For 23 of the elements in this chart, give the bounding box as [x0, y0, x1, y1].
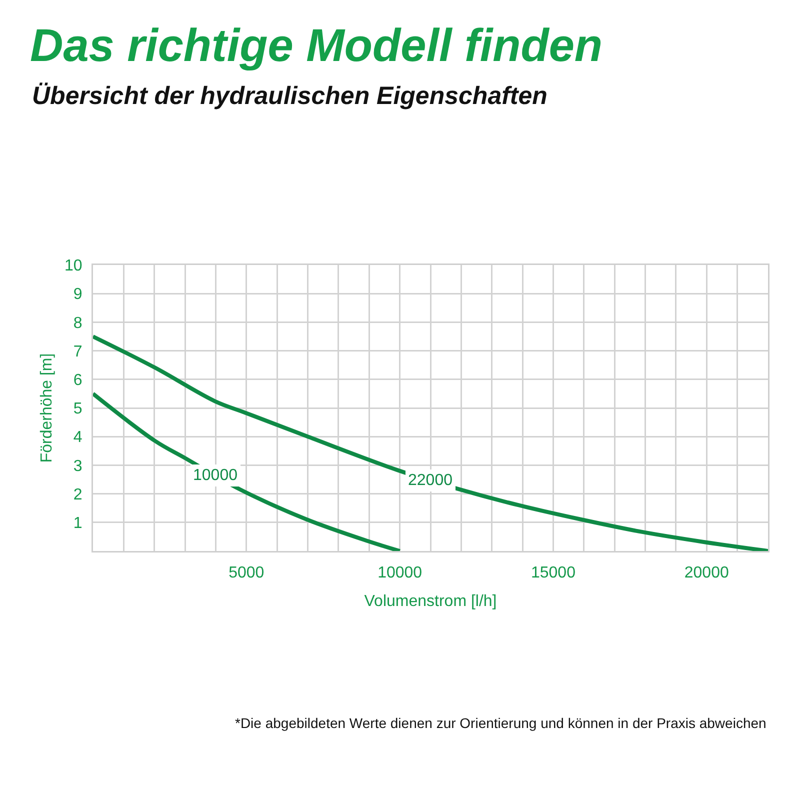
x-axis-title: Volumenstrom [l/h] [364, 593, 497, 610]
x-tick-label: 5000 [228, 564, 264, 582]
x-tick-label: 15000 [530, 564, 576, 582]
y-axis-title: Förderhöhe [m] [38, 353, 56, 463]
y-tick-label: 8 [73, 314, 82, 332]
text: *Die abgebildeten Werte dienen zur Orientierung und können in der Praxis abweichen [235, 715, 766, 731]
y-tick-label: 2 [73, 486, 82, 504]
y-tick-label: 10 [64, 258, 82, 275]
series-label: 10000 [193, 467, 238, 484]
x-tick-label: 10000 [378, 564, 422, 582]
y-tick-label: 1 [73, 515, 82, 532]
y-tick-label: 7 [73, 343, 82, 360]
y-tick-label: 9 [73, 286, 82, 304]
series-label: 22000 [408, 472, 453, 489]
chart-subtitle: Übersicht der hydraulischen Eigenschaften [32, 82, 548, 111]
chart-title: Das richtige Modell finden [30, 18, 603, 72]
y-tick-label: 3 [73, 458, 82, 475]
y-tick-label: 4 [73, 429, 82, 446]
x-tick-label: 20000 [684, 564, 729, 582]
line-series [93, 334, 768, 551]
y-tick-label: 5 [73, 400, 82, 418]
y-tick-label: 6 [73, 372, 82, 389]
line-series [93, 392, 402, 551]
